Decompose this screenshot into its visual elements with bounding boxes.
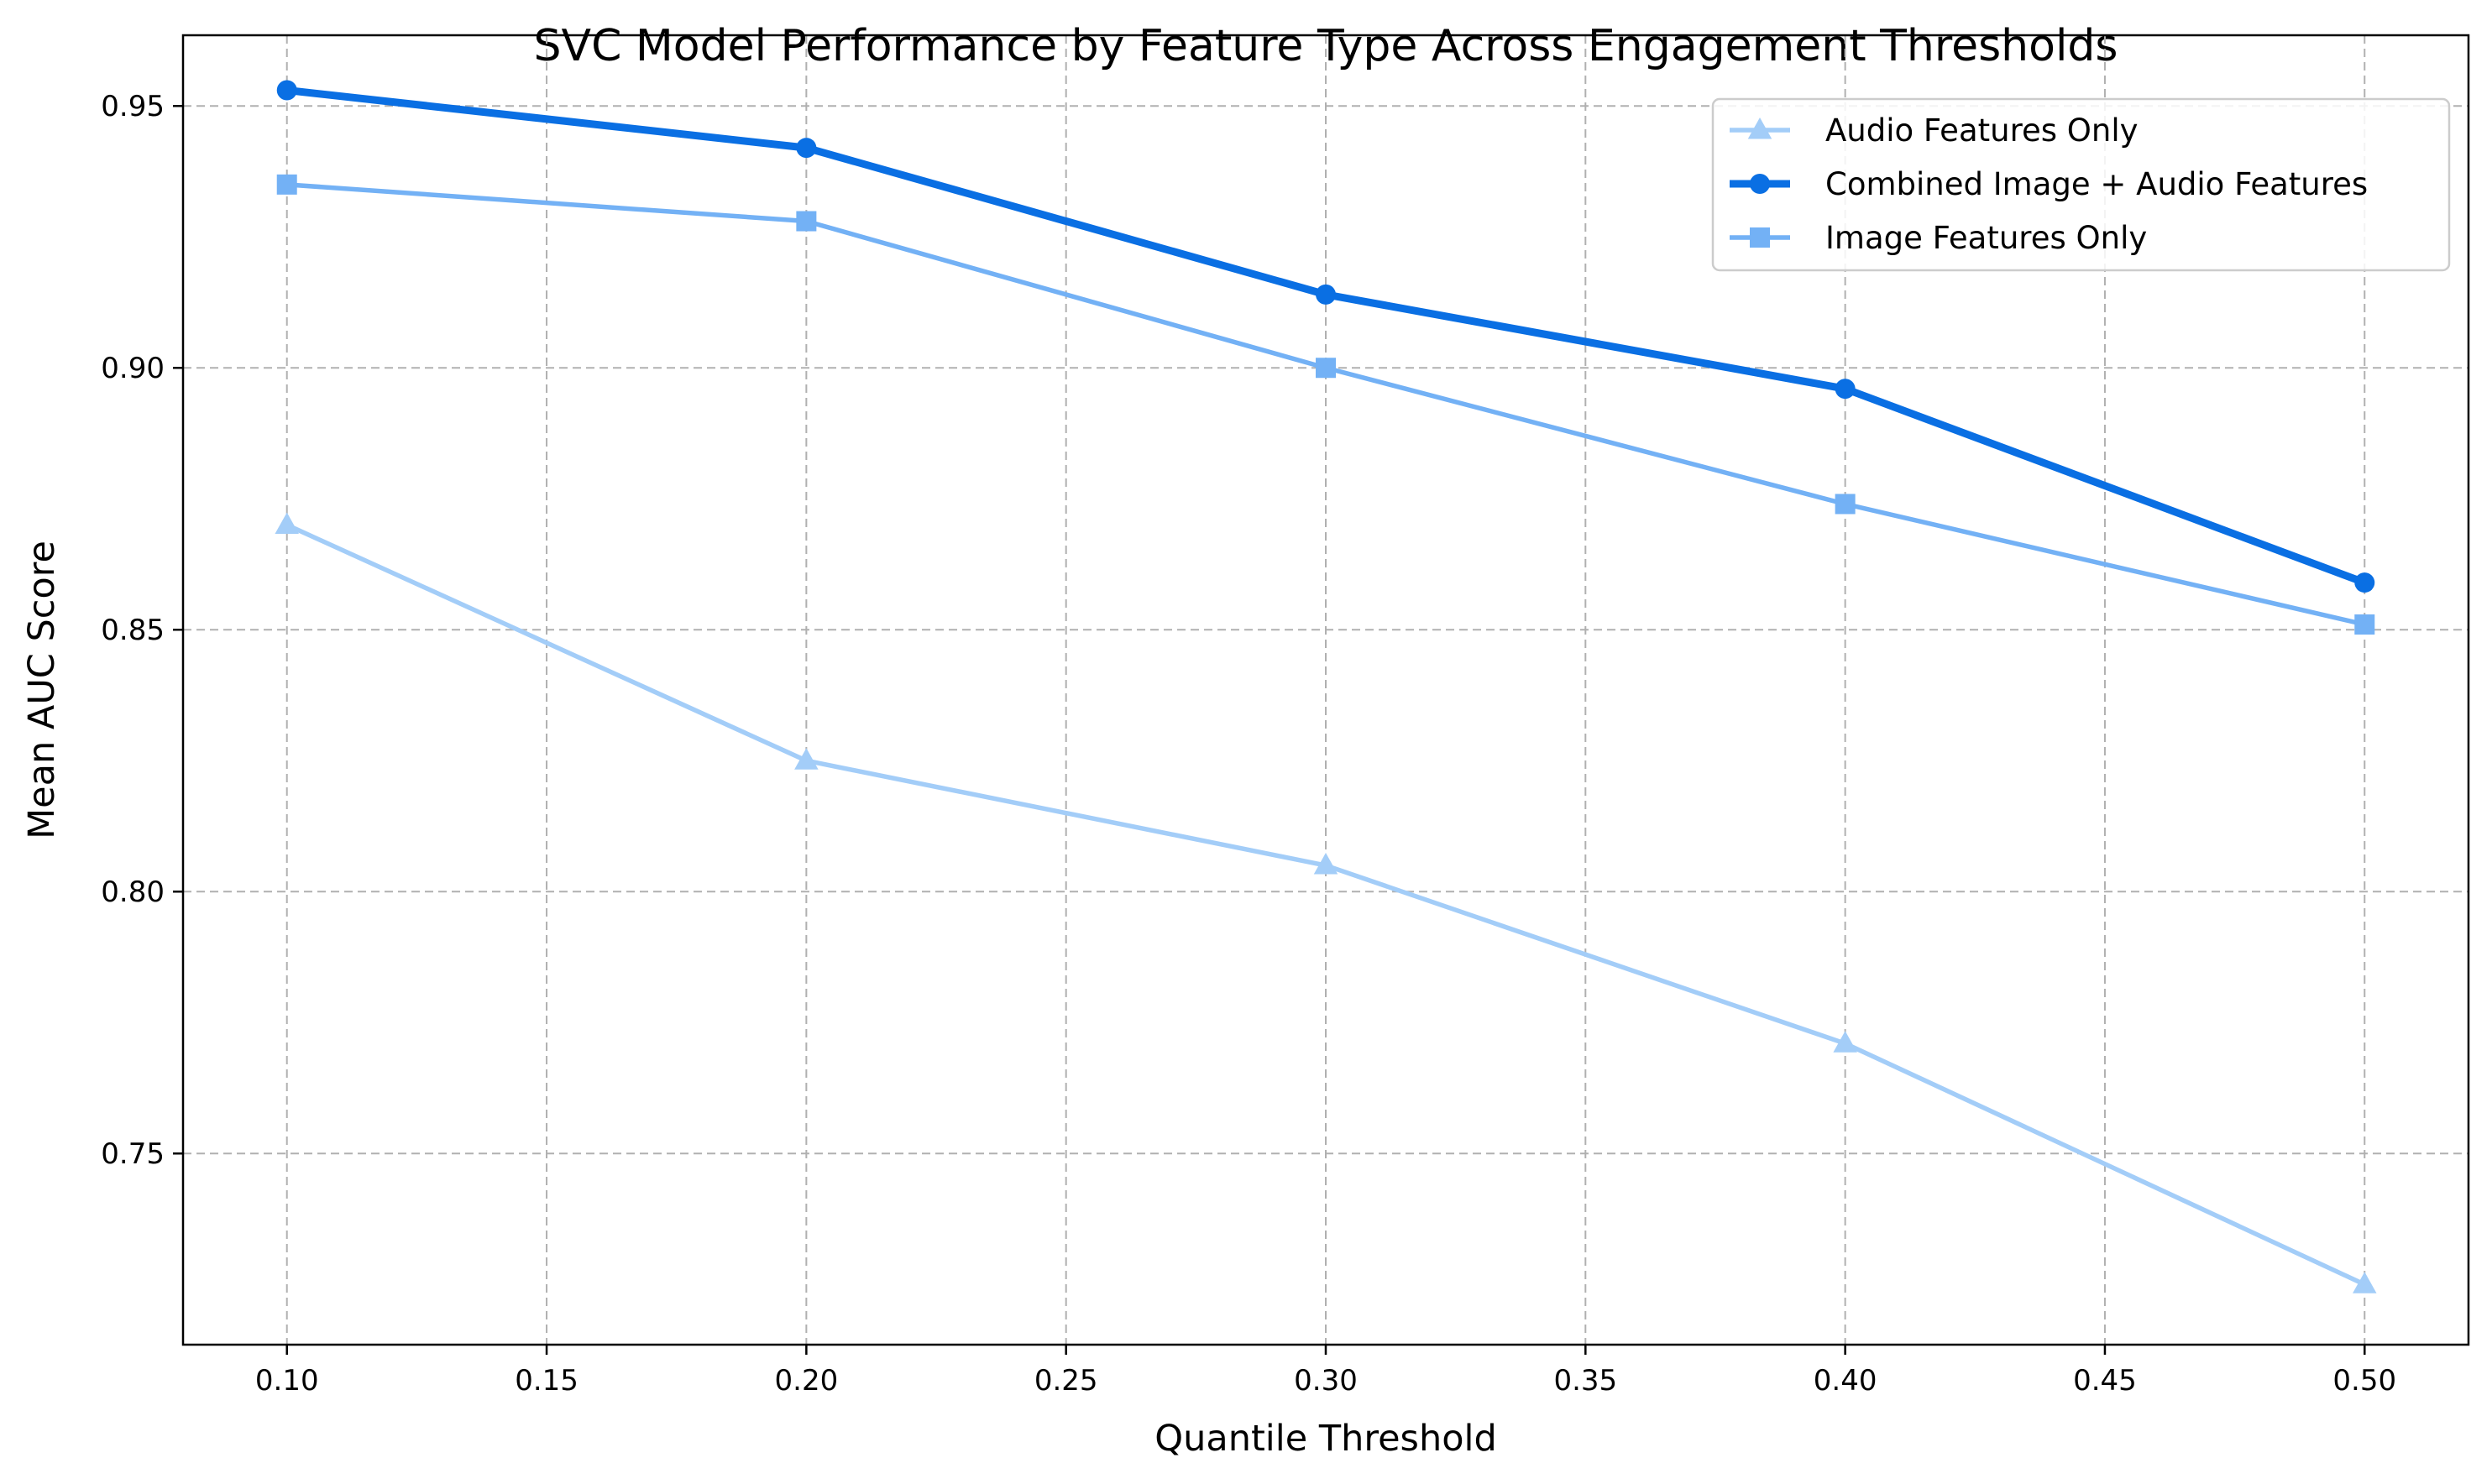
data-point	[1835, 379, 1856, 400]
x-tick-label: 0.20	[775, 1364, 839, 1398]
data-point	[276, 174, 297, 195]
x-tick-label: 0.35	[1553, 1364, 1617, 1398]
y-axis-title: Mean AUC Score	[21, 541, 63, 839]
data-point	[1316, 358, 1336, 379]
data-point	[275, 512, 299, 534]
x-tick-label: 0.10	[255, 1364, 319, 1398]
x-axis-ticks: 0.10 0.15 0.20 0.25 0.30 0.35 0.40 0.45 0.50	[255, 1345, 2396, 1398]
series-2	[276, 174, 2375, 635]
legend-marker	[1750, 227, 1770, 248]
series-0	[275, 512, 2377, 1293]
legend-marker	[1747, 118, 1772, 139]
series-1	[276, 80, 2375, 593]
data-point	[1833, 1031, 1857, 1053]
series-layer	[275, 80, 2377, 1293]
legend-item: Image Features Only	[1730, 220, 2147, 256]
data-point	[276, 80, 297, 101]
y-tick-label: 0.80	[101, 875, 165, 909]
legend-label: Audio Features Only	[1825, 112, 2139, 149]
y-axis-ticks: 0.75 0.80 0.85 0.90 0.95	[101, 90, 183, 1171]
legend-label: Combined Image + Audio Features	[1825, 166, 2368, 202]
x-tick-label: 0.30	[1294, 1364, 1358, 1398]
y-tick-label: 0.90	[101, 352, 165, 385]
data-point	[2354, 614, 2375, 635]
legend-frame	[1711, 97, 2451, 272]
x-tick-label: 0.25	[1034, 1364, 1098, 1398]
data-point	[2353, 1272, 2377, 1293]
data-point	[796, 211, 817, 232]
data-point	[1313, 853, 1338, 875]
data-point	[1835, 494, 1856, 515]
x-tick-label: 0.50	[2332, 1364, 2396, 1398]
y-tick-label: 0.85	[101, 614, 165, 647]
data-point	[796, 138, 817, 159]
legend: Audio Features Only Combined Image + Audi…	[1711, 97, 2451, 272]
data-point	[794, 748, 819, 770]
legend-marker	[1750, 174, 1770, 194]
x-tick-label: 0.15	[515, 1364, 578, 1398]
x-tick-label: 0.40	[1814, 1364, 1877, 1398]
y-tick-label: 0.95	[101, 90, 165, 123]
data-point	[2354, 572, 2375, 593]
legend-item: Combined Image + Audio Features	[1730, 166, 2368, 202]
x-tick-label: 0.45	[2073, 1364, 2137, 1398]
x-axis-title: Quantile Threshold	[1154, 1418, 1497, 1460]
y-tick-label: 0.75	[101, 1137, 165, 1171]
data-point	[1316, 284, 1336, 305]
legend-item: Audio Features Only	[1730, 112, 2139, 149]
legend-label: Image Features Only	[1825, 220, 2147, 256]
